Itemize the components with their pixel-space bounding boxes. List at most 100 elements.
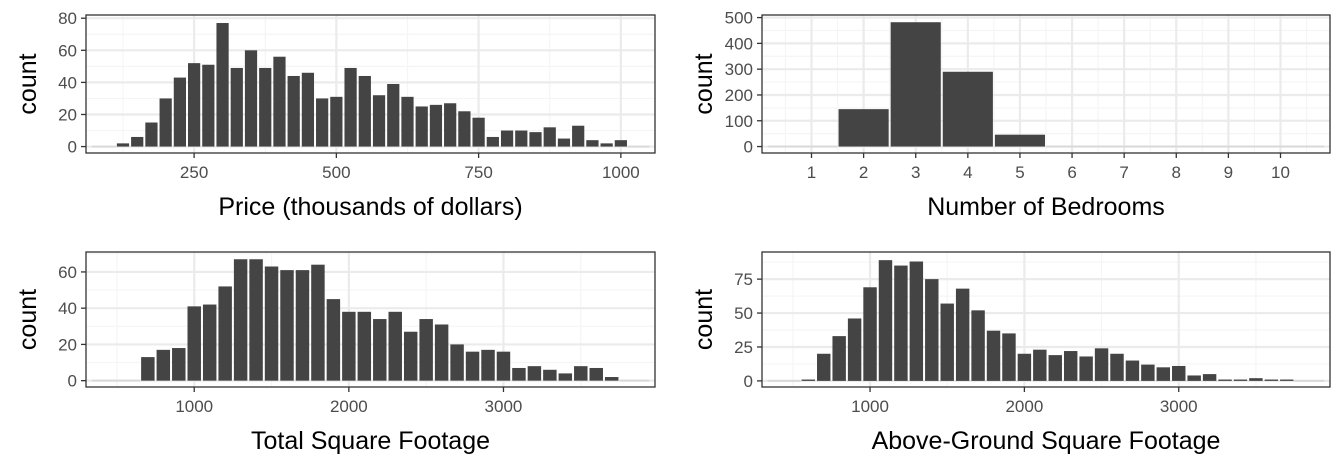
histogram-bar [311, 264, 325, 381]
y-tick-label: 20 [58, 335, 77, 354]
histogram-bar [131, 136, 144, 147]
histogram-bar [419, 319, 433, 381]
histogram-bar [357, 311, 372, 381]
histogram-bar [342, 311, 356, 381]
panel-frame [85, 251, 656, 388]
histogram-bar [301, 72, 315, 147]
x-tick-label: 2000 [1005, 397, 1043, 416]
histogram-bar [187, 306, 201, 381]
histogram-bar [388, 311, 402, 381]
histogram-bar [925, 279, 939, 381]
y-tick-label: 0 [744, 372, 753, 391]
histogram-bar [994, 134, 1045, 147]
x-tick-label: 6 [1067, 163, 1076, 182]
y-tick-label: 60 [58, 263, 77, 282]
histogram-bar [264, 266, 279, 381]
histogram-bar [216, 23, 229, 147]
histogram-bar [387, 84, 400, 147]
histogram-bar [1110, 353, 1124, 381]
x-tick-label: 1000 [851, 397, 889, 416]
x-axis-title: Price (thousands of dollars) [218, 193, 522, 221]
histogram-bar [372, 95, 386, 147]
histogram-bar [403, 331, 418, 381]
y-axis-title: count [690, 53, 718, 114]
histogram-bar [145, 122, 158, 147]
histogram-bar [415, 106, 428, 147]
panel-frame [85, 14, 656, 154]
histogram-bar [1063, 351, 1078, 381]
histogram-bar [543, 369, 557, 381]
x-tick-label: 500 [322, 163, 350, 182]
histogram-bar [187, 63, 201, 147]
y-tick-label: 75 [734, 270, 753, 289]
histogram-bar [500, 130, 514, 147]
histogram-bar [1187, 375, 1201, 381]
y-tick-label: 20 [58, 105, 77, 124]
histogram-bar [486, 136, 499, 147]
histogram-bar [1048, 355, 1062, 381]
histogram-bar [1141, 364, 1155, 381]
histogram-bar [116, 143, 130, 147]
histogram-bar [465, 351, 480, 381]
histogram-bar [295, 270, 310, 381]
histogram-bar [472, 117, 485, 147]
histogram-bar [863, 287, 877, 381]
histogram-bar [558, 373, 573, 381]
histogram-bar [614, 140, 627, 147]
y-tick-label: 50 [734, 304, 753, 323]
histogram-bar [589, 367, 603, 381]
histogram-bar [986, 330, 1001, 381]
histogram-bar [273, 56, 286, 147]
histogram-bar [572, 125, 585, 147]
histogram-panel-3: 0 20 40 60 1000 2000 3000 Total Square Footage c… [14, 251, 656, 455]
histogram-bar [287, 75, 300, 147]
histogram-bar [1156, 367, 1171, 381]
y-tick-label: 0 [744, 138, 753, 157]
x-tick-label: 1000 [175, 397, 213, 416]
y-tick-label: 25 [734, 338, 753, 357]
histogram-bar [159, 98, 172, 147]
x-tick-label: 3000 [1160, 397, 1198, 416]
histogram-bar [890, 22, 941, 147]
x-tick-label: 1 [807, 163, 816, 182]
histogram-bar [1280, 379, 1294, 381]
y-tick-label: 40 [58, 299, 77, 318]
histogram-bar [543, 127, 556, 147]
histogram-bar [1202, 374, 1217, 381]
histogram-bar [481, 349, 495, 381]
y-tick-label: 80 [58, 9, 77, 28]
x-tick-label: 4 [963, 163, 972, 182]
histogram-bar [1264, 379, 1279, 381]
x-axis-title: Number of Bedrooms [927, 193, 1165, 221]
histogram-bar [832, 336, 846, 381]
y-axis-title: count [14, 289, 42, 350]
histogram-bar [233, 259, 248, 381]
histogram-bar [244, 50, 258, 147]
x-tick-label: 5 [1015, 163, 1024, 182]
histogram-bar [878, 260, 893, 381]
histogram-bar [1094, 348, 1109, 381]
histogram-bar [172, 348, 186, 381]
x-tick-label: 9 [1224, 163, 1233, 182]
histogram-bar [574, 366, 588, 381]
histogram-bar [496, 351, 511, 381]
histogram-bar [942, 71, 993, 147]
y-axis-title: count [690, 289, 718, 350]
histogram-bar [344, 67, 357, 147]
y-tick-label: 0 [68, 138, 77, 157]
histogram-bar [434, 324, 449, 381]
y-tick-label: 200 [725, 86, 753, 105]
histogram-bar [1017, 353, 1032, 381]
x-axis-title: Above-Ground Square Footage [872, 427, 1221, 455]
y-tick-label: 40 [58, 73, 77, 92]
x-tick-label: 7 [1119, 163, 1128, 182]
y-tick-label: 60 [58, 41, 77, 60]
y-tick-label: 300 [725, 60, 753, 79]
histogram-bar [429, 104, 443, 147]
y-tick-label: 400 [725, 34, 753, 53]
histogram-bar [909, 261, 924, 381]
histogram-bar [557, 138, 571, 147]
histogram-bar [218, 286, 232, 381]
histogram-bar [202, 64, 215, 147]
